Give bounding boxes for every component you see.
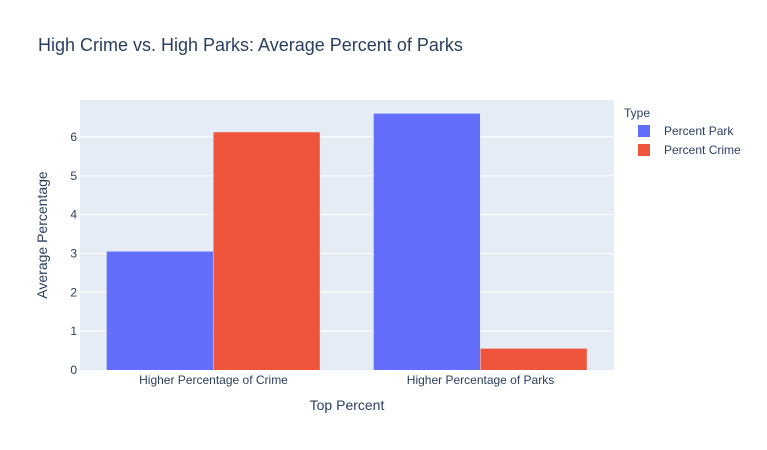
- legend-label[interactable]: Percent Park: [664, 124, 734, 138]
- bar-percent-crime[interactable]: [213, 132, 320, 370]
- x-tick-label: Higher Percentage of Parks: [407, 373, 554, 387]
- bars: [106, 113, 587, 371]
- x-tick-label: Higher Percentage of Crime: [139, 373, 288, 387]
- legend: Type Percent Park Percent Crime: [624, 106, 741, 157]
- y-tick-label: 3: [70, 246, 77, 260]
- bar-percent-park[interactable]: [106, 251, 213, 370]
- y-tick-label: 6: [70, 130, 77, 144]
- legend-title: Type: [624, 106, 650, 120]
- legend-label[interactable]: Percent Crime: [664, 143, 741, 157]
- bar-percent-crime[interactable]: [480, 348, 587, 370]
- x-axis-ticks: Higher Percentage of Crime Higher Percent…: [139, 373, 554, 387]
- y-tick-label: 2: [70, 285, 77, 299]
- y-tick-label: 5: [70, 169, 77, 183]
- y-tick-label: 0: [70, 363, 77, 377]
- legend-swatch: [638, 125, 650, 137]
- y-tick-label: 1: [70, 324, 77, 338]
- y-axis-title: Average Percentage: [34, 171, 50, 299]
- y-tick-label: 4: [70, 208, 77, 222]
- legend-swatch: [638, 144, 650, 156]
- chart-title: High Crime vs. High Parks: Average Perce…: [38, 35, 463, 55]
- x-axis-title: Top Percent: [310, 397, 385, 413]
- bar-percent-park[interactable]: [373, 113, 480, 371]
- y-axis-ticks: 0 1 2 3 4 5 6: [70, 130, 77, 377]
